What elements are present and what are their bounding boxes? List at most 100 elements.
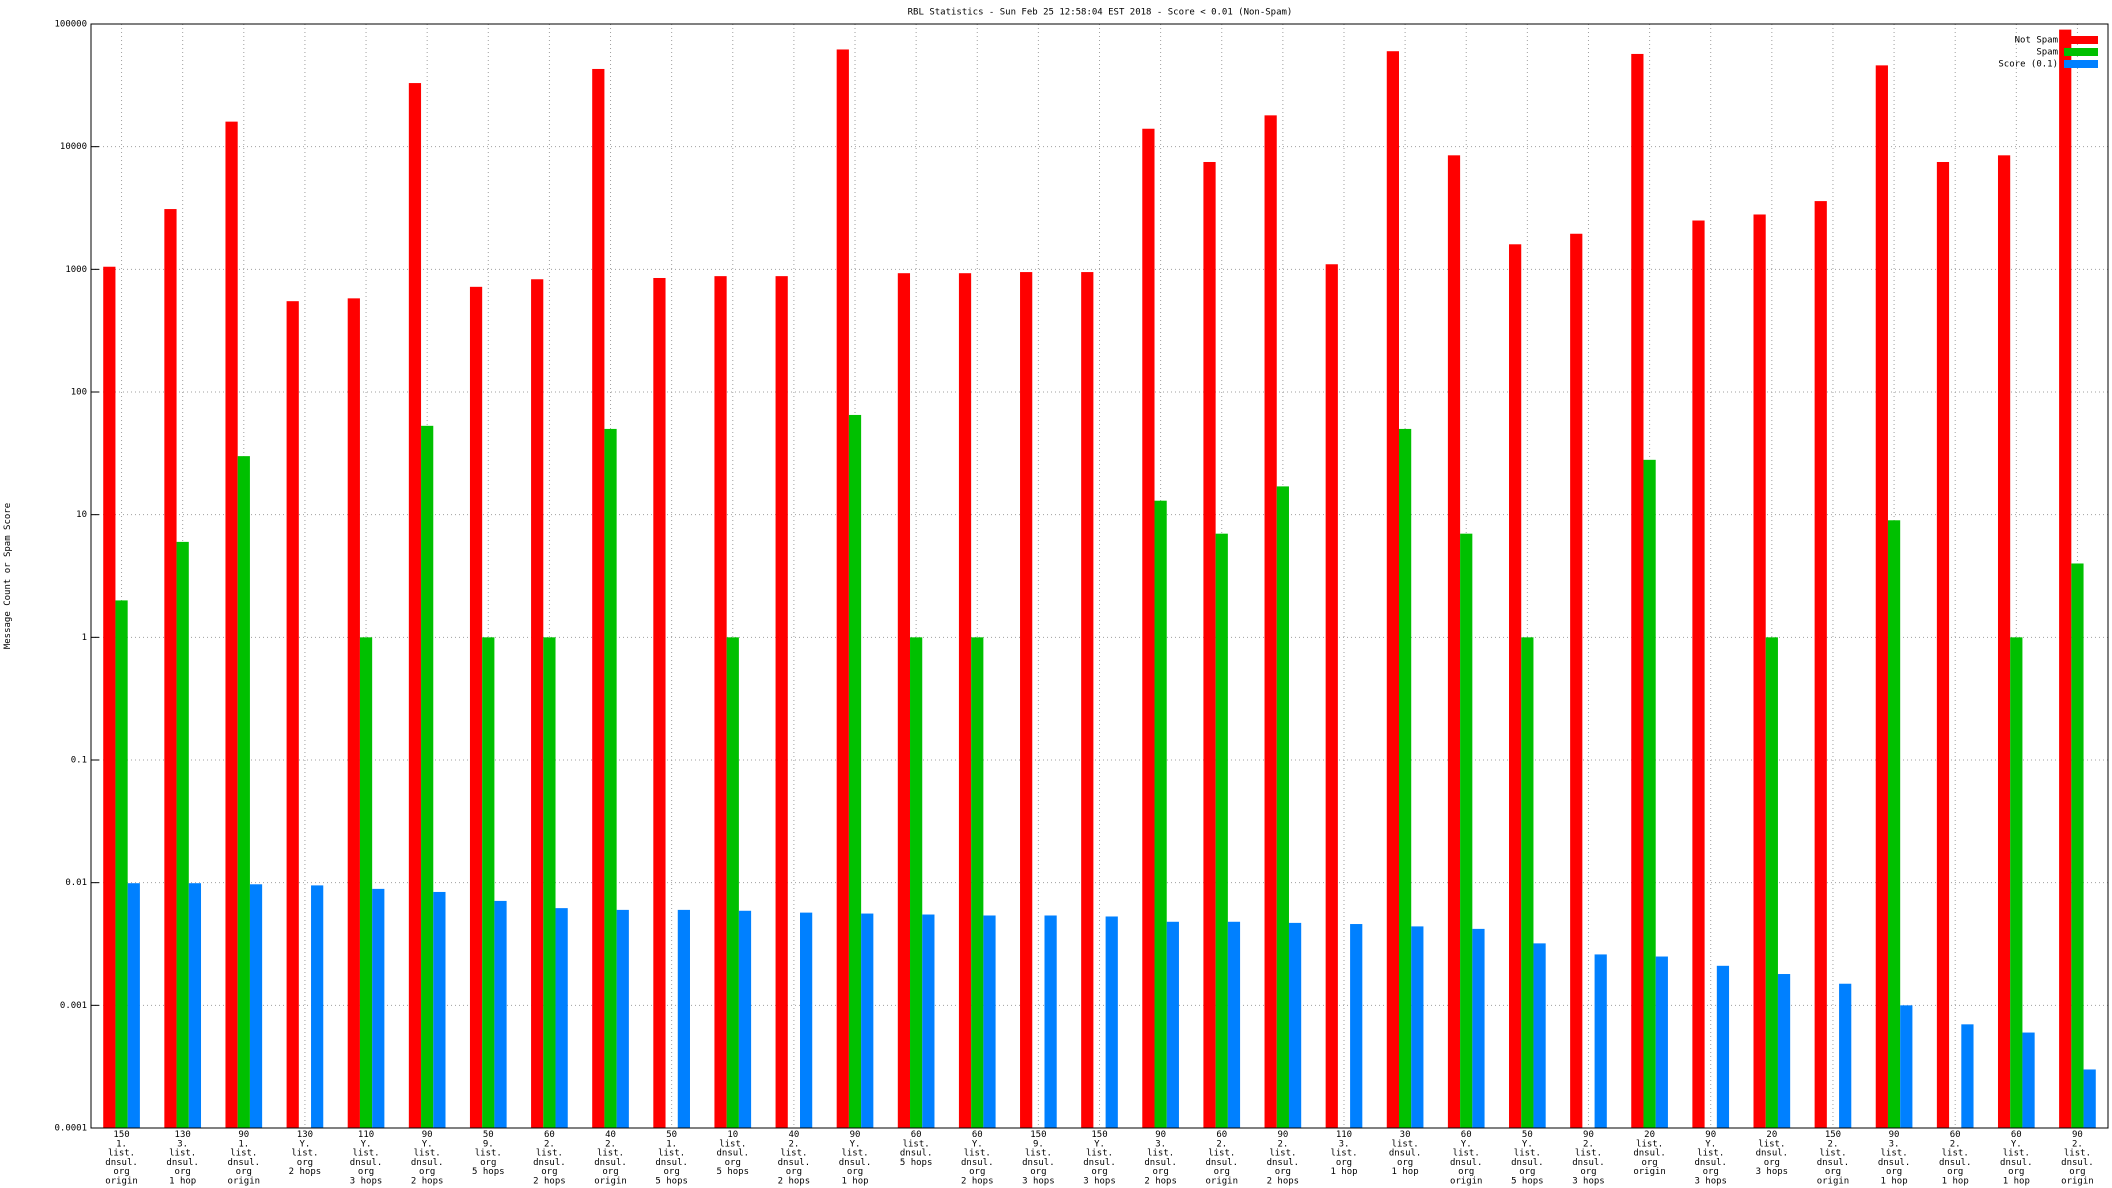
x-tick-label-line: 3.: [1889, 1139, 1900, 1149]
x-tick-label-line: dnsul.: [1083, 1158, 1116, 1168]
x-tick-label-line: Y.: [2011, 1139, 2022, 1149]
x-tick-label: 90 1. list. dnsul. org origin: [228, 1130, 261, 1187]
x-tick-label-line: org: [1947, 1167, 1963, 1177]
x-tick-label-line: dnsul.: [2061, 1158, 2094, 1168]
bar: [653, 277, 666, 1128]
x-tick-label-line: 60: [911, 1130, 922, 1140]
x-tick-label-line: dnsul.: [1267, 1158, 1300, 1168]
x-tick-label-line: dnsul.: [1633, 1149, 1666, 1159]
x-tick-label-line: 50: [666, 1130, 677, 1140]
bar: [616, 909, 629, 1128]
x-tick-label: 50 9. list. org 5 hops: [472, 1130, 505, 1177]
bar: [1814, 201, 1827, 1128]
x-tick-label-line: dnsul.: [1756, 1149, 1789, 1159]
x-tick-label-line: org: [1091, 1167, 1107, 1177]
bar: [1655, 956, 1668, 1128]
bar: [1386, 51, 1399, 1128]
x-tick-label: 90 2. list. dnsul. org origin: [2061, 1130, 2094, 1187]
bar: [848, 414, 862, 1128]
bar: [604, 428, 617, 1128]
x-tick-label-line: 1 hop: [1330, 1167, 1357, 1177]
x-tick-label-line: org: [786, 1167, 802, 1177]
x-tick-label-line: dnsul.: [839, 1158, 872, 1168]
bar: [286, 301, 299, 1128]
x-tick-label: 90 Y. list. dnsul. org 2 hops: [411, 1130, 444, 1187]
bar: [677, 909, 690, 1128]
x-tick-label-line: 9.: [483, 1139, 494, 1149]
x-tick-label-line: 90: [422, 1130, 433, 1140]
x-tick-label-line: Y.: [300, 1139, 311, 1149]
y-tick-label: 10: [76, 510, 87, 520]
x-tick-label-line: dnsul.: [594, 1158, 627, 1168]
x-tick-label-line: Y.: [1461, 1139, 1472, 1149]
x-tick-label-line: org: [1641, 1158, 1657, 1168]
x-tick-label-line: 60: [972, 1130, 983, 1140]
bar: [726, 637, 739, 1128]
bar: [372, 888, 385, 1128]
x-tick-label-line: 3.: [177, 1139, 188, 1149]
x-tick-label-line: 110: [358, 1130, 374, 1140]
x-tick-label-line: 1.: [666, 1139, 677, 1149]
bar: [1594, 954, 1607, 1128]
x-tick-label-line: list.: [1942, 1149, 1969, 1159]
bar: [176, 541, 189, 1128]
bar: [2071, 563, 2084, 1128]
x-tick-label: 150 Y. list. dnsul. org 3 hops: [1083, 1130, 1116, 1187]
bar: [2010, 637, 2023, 1128]
x-tick-label-line: 60: [1216, 1130, 1227, 1140]
bar: [469, 286, 483, 1129]
x-tick-label-line: 150: [113, 1130, 129, 1140]
bar: [1521, 637, 1534, 1128]
x-tick-label-line: org: [664, 1167, 680, 1177]
x-tick-label-line: origin: [1817, 1177, 1850, 1187]
bar: [103, 266, 116, 1128]
x-tick-label-line: list.: [2003, 1149, 2030, 1159]
bar: [1142, 128, 1155, 1128]
x-tick-label-line: 2 hops: [411, 1177, 444, 1187]
x-tick-label-line: list.: [352, 1149, 379, 1159]
x-tick-label: 60 list. dnsul. 5 hops: [900, 1130, 933, 1168]
x-tick-label-line: Y.: [850, 1139, 861, 1149]
x-tick-label-line: dnsul.: [1022, 1158, 1055, 1168]
x-tick-label-line: list.: [2064, 1149, 2091, 1159]
x-tick-label: 60 Y. list. dnsul. org origin: [1450, 1130, 1483, 1187]
x-tick-label-line: list.: [291, 1149, 318, 1159]
x-tick-label: 150 9. list. dnsul. org 3 hops: [1022, 1130, 1055, 1187]
x-tick-label-line: 60: [1461, 1130, 1472, 1140]
x-tick-label-line: 150: [1825, 1130, 1841, 1140]
x-tick-label-line: 50: [483, 1130, 494, 1140]
bar: [775, 276, 788, 1129]
x-tick-label-line: list.: [1330, 1149, 1357, 1159]
x-tick-label: 110 Y. list. dnsul. org 3 hops: [350, 1130, 383, 1187]
bar: [1264, 115, 1277, 1128]
bar: [1716, 965, 1730, 1128]
x-tick-label: 20 list. dnsul. org origin: [1633, 1130, 1666, 1177]
x-tick-label-line: list.: [1208, 1149, 1235, 1159]
y-tick-label: 100000: [54, 20, 87, 30]
x-tick-label-line: dnsul.: [1205, 1158, 1238, 1168]
x-tick-label: 50 1. list. dnsul. org 5 hops: [655, 1130, 688, 1187]
x-tick-label-line: 90: [2072, 1130, 2083, 1140]
x-tick-label-line: list.: [1392, 1139, 1419, 1149]
y-tick-label: 100: [71, 388, 87, 398]
x-tick-label-line: org: [1030, 1167, 1046, 1177]
y-tick-label: 1: [82, 633, 87, 643]
y-tick-label: 0.1: [71, 756, 87, 766]
bar: [1472, 928, 1485, 1128]
x-tick-label: 50 Y. list. dnsul. org 5 hops: [1511, 1130, 1544, 1187]
x-tick-label-line: org: [2069, 1167, 2085, 1177]
x-tick-label-line: origin: [1633, 1167, 1666, 1177]
x-tick-label-line: 2.: [2072, 1139, 2083, 1149]
x-tick-label-line: 5 hops: [900, 1158, 933, 1168]
bar: [1411, 926, 1424, 1128]
x-tick-label: 90 2. list. dnsul. org 3 hops: [1572, 1130, 1605, 1187]
bar: [1570, 233, 1583, 1129]
x-tick-label-line: org: [113, 1167, 129, 1177]
x-tick-label-line: 1 hop: [169, 1177, 196, 1187]
x-tick-label-line: org: [969, 1167, 985, 1177]
bar: [1753, 214, 1766, 1129]
x-tick-label: 90 Y. list. dnsul. org 3 hops: [1694, 1130, 1727, 1187]
x-tick-label: 110 3. list. org 1 hop: [1330, 1130, 1357, 1177]
bar: [1765, 637, 1778, 1128]
x-tick-label-line: 20: [1644, 1130, 1655, 1140]
